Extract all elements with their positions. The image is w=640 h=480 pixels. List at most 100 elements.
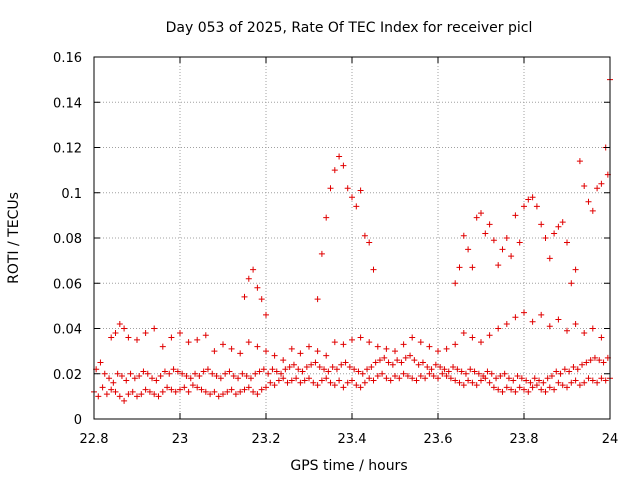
data-point (430, 373, 437, 380)
data-point (254, 343, 261, 350)
data-point (512, 212, 519, 219)
data-point (349, 377, 355, 384)
y-tick-label: 0.14 (53, 96, 82, 111)
data-point (366, 339, 373, 346)
data-point (228, 345, 235, 352)
data-point (344, 185, 351, 192)
data-point (202, 388, 209, 395)
data-point (366, 375, 373, 382)
data-point (269, 366, 276, 373)
data-point (536, 377, 543, 384)
data-point (142, 386, 149, 393)
data-point (589, 325, 596, 332)
data-point (372, 359, 379, 366)
y-tick-label: 0.08 (53, 232, 82, 247)
data-point (475, 370, 482, 377)
data-point (323, 352, 330, 359)
data-point (480, 373, 487, 380)
data-point (288, 345, 295, 352)
data-point (174, 368, 181, 375)
data-point (108, 386, 115, 393)
data-point (254, 284, 261, 291)
data-point (602, 377, 609, 384)
data-point (232, 391, 239, 398)
x-tick-label: 23 (172, 432, 189, 447)
data-point (323, 214, 330, 221)
data-point (254, 391, 261, 398)
data-point (435, 375, 441, 382)
data-point (241, 386, 248, 393)
data-point (589, 207, 596, 214)
data-point (263, 348, 269, 355)
data-point (370, 377, 377, 384)
data-point (310, 379, 317, 386)
data-point (546, 323, 553, 330)
data-point (331, 339, 338, 346)
data-point (600, 359, 607, 366)
x-tick-label: 22.8 (80, 432, 109, 447)
data-point (271, 352, 278, 359)
data-point (327, 185, 334, 192)
data-point (417, 339, 424, 346)
data-point (581, 330, 588, 337)
data-point (572, 320, 579, 327)
data-point (125, 391, 132, 398)
data-point (116, 393, 123, 400)
x-tick-label: 23.2 (252, 432, 281, 447)
data-point (125, 334, 132, 341)
axis-ticks: 22.8 23 23.2 23.4 23.6 23.8 24 0 0.02 0.04 0.06 0.0… (53, 51, 618, 447)
data-point (200, 368, 207, 375)
data-point (149, 375, 156, 382)
data-point (521, 309, 527, 316)
data-point (138, 391, 145, 398)
data-point (512, 314, 519, 321)
data-point (555, 379, 562, 386)
data-point (512, 388, 519, 395)
data-point (587, 357, 594, 364)
data-point (452, 377, 459, 384)
data-point (452, 341, 459, 348)
data-point (529, 194, 536, 201)
data-point (566, 368, 573, 375)
data-point (561, 366, 568, 373)
data-point (108, 334, 115, 341)
data-point (211, 388, 218, 395)
data-point (400, 370, 407, 377)
data-point (486, 221, 493, 228)
data-point (510, 377, 517, 384)
data-point (353, 382, 360, 389)
data-point (465, 377, 472, 384)
data-point (243, 373, 250, 380)
data-point (559, 382, 566, 389)
data-point (452, 280, 459, 287)
data-point (503, 384, 510, 391)
data-point (495, 325, 502, 332)
data-point (467, 366, 474, 373)
data-point (469, 334, 476, 341)
data-point (306, 343, 312, 350)
data-point (290, 361, 297, 368)
data-point (456, 379, 463, 386)
data-point (168, 334, 175, 341)
data-point (557, 370, 564, 377)
data-point (241, 293, 248, 300)
data-point (585, 198, 592, 205)
data-point (538, 386, 545, 393)
data-point (518, 375, 525, 382)
data-point (318, 250, 325, 257)
data-point (598, 334, 605, 341)
data-point (114, 370, 121, 377)
data-point (392, 373, 398, 380)
data-point (527, 379, 534, 386)
data-point (594, 379, 601, 386)
data-point (426, 370, 433, 377)
data-point (245, 384, 252, 391)
data-point (312, 359, 319, 366)
data-point (503, 235, 510, 241)
x-tick-label: 23.4 (338, 432, 367, 447)
data-point (110, 379, 117, 386)
data-point (376, 357, 383, 364)
data-point (409, 375, 416, 382)
data-point (419, 359, 426, 366)
data-point (260, 366, 267, 373)
